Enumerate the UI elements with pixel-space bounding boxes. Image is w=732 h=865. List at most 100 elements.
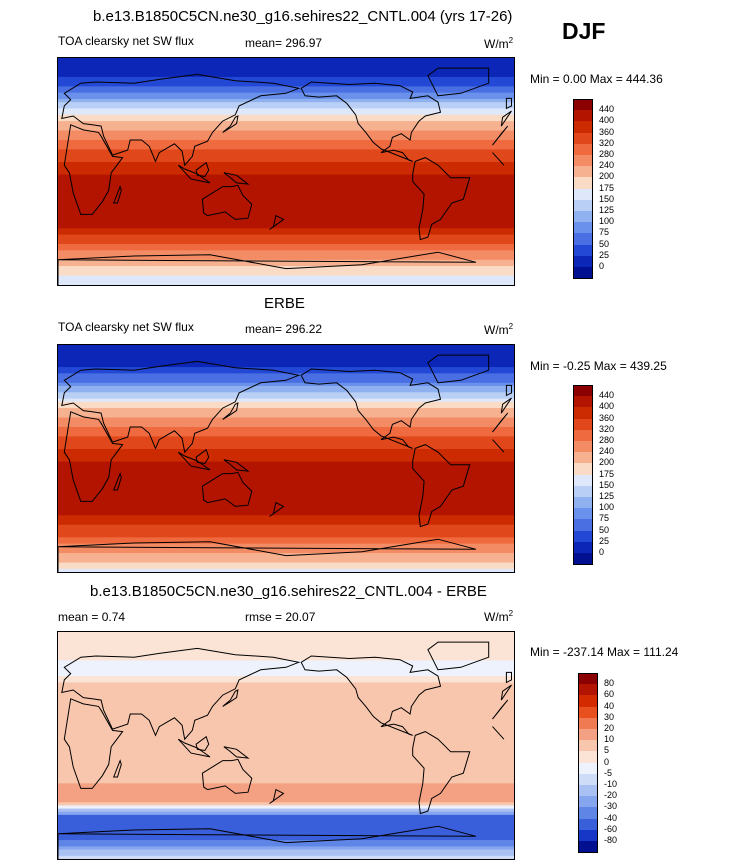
field-band	[58, 773, 514, 778]
colorbar-tick-label: 100	[599, 216, 615, 227]
panel3-units: W/m2	[484, 609, 514, 624]
field-band	[58, 114, 514, 119]
field-band	[58, 777, 514, 781]
colorbar-cell	[578, 818, 598, 831]
field-band	[58, 86, 514, 91]
field-band	[58, 420, 514, 425]
coastline-eurasia	[500, 684, 512, 701]
field-band	[58, 650, 514, 655]
field-band	[58, 543, 514, 548]
field-band	[58, 540, 514, 545]
field-band	[58, 521, 514, 526]
coastline-borneo	[195, 161, 210, 178]
colorbar-tick-label: 240	[599, 446, 615, 457]
field-band	[58, 370, 514, 374]
colorbar-cell	[573, 463, 593, 476]
field-band	[58, 414, 514, 419]
coastline-samerica	[412, 157, 471, 241]
field-band	[58, 439, 514, 444]
panel1-variable-label: TOA clearsky net SW flux	[58, 34, 194, 48]
field-band	[58, 152, 514, 157]
coastline-nz	[269, 501, 285, 517]
colorbar-cell	[573, 429, 593, 442]
field-band	[58, 70, 514, 75]
panel1-mean-label: mean= 296.97	[245, 36, 323, 50]
field-band	[58, 436, 514, 441]
field-band	[58, 688, 514, 693]
coastline-africa	[492, 699, 509, 720]
colorbar-cell	[573, 211, 593, 223]
colorbar-cell	[578, 796, 598, 808]
field-band	[58, 490, 514, 494]
field-band	[58, 345, 514, 349]
field-band	[58, 262, 514, 267]
field-band	[58, 426, 514, 431]
colorbar-tick-label: 360	[599, 412, 615, 423]
field-band	[58, 408, 514, 412]
field-band	[58, 149, 514, 154]
field-band	[58, 95, 514, 100]
field-band	[58, 373, 514, 378]
field-band	[58, 770, 514, 775]
field-band	[58, 518, 514, 523]
coastline-australia	[201, 471, 253, 507]
field-band	[58, 843, 514, 847]
field-band	[58, 193, 514, 198]
field-band	[58, 549, 514, 554]
colorbar-tick-label: 40	[604, 700, 615, 711]
field-band	[58, 139, 514, 144]
field-band	[58, 76, 514, 81]
field-band	[58, 376, 514, 381]
coastline-indonesia	[177, 738, 211, 758]
field-band	[58, 177, 514, 182]
field-band	[58, 808, 514, 813]
field-band	[58, 502, 514, 507]
field-band	[58, 165, 514, 169]
coastline-samerica	[412, 731, 471, 815]
field-band	[58, 527, 514, 532]
colorbar-cell	[578, 673, 598, 685]
field-band	[58, 685, 514, 690]
field-band	[58, 237, 514, 242]
coastline-madagascar	[112, 185, 122, 204]
field-band	[58, 720, 514, 725]
field-band	[58, 382, 514, 387]
panel1-minmax: Min = 0.00 Max = 444.36	[530, 72, 663, 86]
coastline-borneo	[195, 735, 210, 752]
field-band	[58, 660, 514, 665]
field-band	[58, 846, 514, 851]
colorbar-tick-label: 200	[599, 457, 615, 468]
coastline-africa	[63, 698, 124, 789]
colorbar-cell	[573, 99, 593, 111]
colorbar-cell	[573, 255, 593, 268]
colorbar-cell	[578, 751, 598, 764]
field-band	[58, 231, 514, 236]
colorbar-tick-label: 280	[599, 149, 615, 159]
colorbar-cell	[573, 121, 593, 134]
field-band	[58, 855, 514, 859]
colorbar-cell	[578, 706, 598, 719]
panel1-map	[57, 57, 515, 286]
field-band	[58, 212, 514, 217]
field-band	[58, 493, 514, 497]
field-band	[58, 143, 514, 147]
colorbar-tick-label: -40	[604, 812, 618, 823]
field-band	[58, 761, 514, 766]
field-band	[58, 824, 514, 829]
field-band	[58, 767, 514, 772]
field-band	[58, 360, 514, 365]
coastline-uk	[505, 671, 512, 684]
colorbar-tick-label: 25	[599, 249, 610, 260]
field-band	[58, 795, 514, 800]
panel2-title: ERBE	[264, 295, 305, 312]
field-band	[58, 357, 514, 362]
coastline-africa	[492, 152, 505, 166]
field-band	[58, 89, 514, 94]
colorbar-cell	[578, 773, 598, 786]
colorbar-tick-label: 240	[599, 160, 615, 171]
coastline-africa	[63, 124, 124, 215]
field-band	[58, 799, 514, 803]
field-band	[58, 92, 514, 97]
colorbar-cell	[578, 695, 598, 708]
colorbar-tick-label: 0	[599, 547, 605, 557]
